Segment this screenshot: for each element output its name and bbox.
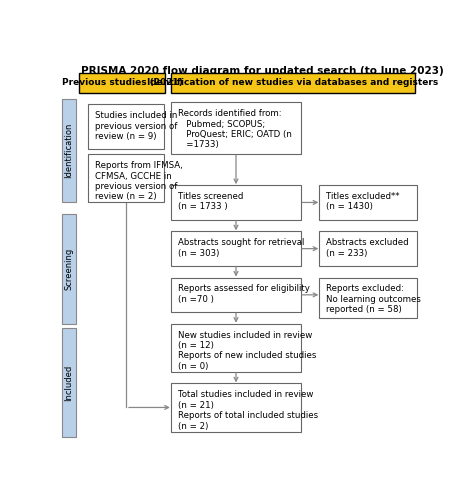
Text: Included: Included: [64, 364, 73, 400]
Text: Identification: Identification: [64, 123, 73, 178]
Text: Reports assessed for eligibility
(n =70 ): Reports assessed for eligibility (n =70 …: [177, 284, 309, 304]
FancyBboxPatch shape: [62, 98, 76, 202]
FancyBboxPatch shape: [319, 278, 417, 318]
Text: Reports excluded:
No learning outcomes
reported (n = 58): Reports excluded: No learning outcomes r…: [326, 284, 421, 314]
FancyBboxPatch shape: [79, 72, 166, 92]
Text: Screening: Screening: [64, 248, 73, 290]
FancyBboxPatch shape: [171, 102, 301, 154]
FancyBboxPatch shape: [62, 214, 76, 324]
FancyBboxPatch shape: [171, 72, 415, 92]
FancyBboxPatch shape: [171, 324, 301, 372]
Text: Total studies included in review
(n = 21)
Reports of total included studies
(n =: Total studies included in review (n = 21…: [177, 390, 318, 430]
Text: Reports from IFMSA,
CFMSA, GCCHE in
previous version of
review (n = 2): Reports from IFMSA, CFMSA, GCCHE in prev…: [95, 162, 183, 202]
FancyBboxPatch shape: [88, 104, 164, 148]
Text: Records identified from:
   Pubmed; SCOPUS;
   ProQuest; ERIC; OATD (n
   =1733): Records identified from: Pubmed; SCOPUS;…: [177, 110, 291, 150]
Text: Abstracts excluded
(n = 233): Abstracts excluded (n = 233): [326, 238, 409, 258]
FancyBboxPatch shape: [62, 328, 76, 438]
FancyBboxPatch shape: [88, 154, 164, 202]
Text: Studies included in
previous version of
review (n = 9): Studies included in previous version of …: [95, 111, 177, 141]
FancyBboxPatch shape: [319, 232, 417, 266]
FancyBboxPatch shape: [171, 185, 301, 220]
Text: Previous studies (2021): Previous studies (2021): [62, 78, 183, 87]
Text: Abstracts sought for retrieval
(n = 303): Abstracts sought for retrieval (n = 303): [177, 238, 304, 258]
Text: PRISMA 2020 flow diagram for updated search (to June 2023): PRISMA 2020 flow diagram for updated sea…: [81, 66, 444, 76]
FancyBboxPatch shape: [171, 232, 301, 266]
Text: Identification of new studies via databases and registers: Identification of new studies via databa…: [148, 78, 438, 87]
FancyBboxPatch shape: [171, 278, 301, 312]
FancyBboxPatch shape: [171, 384, 301, 432]
Text: Titles screened
(n = 1733 ): Titles screened (n = 1733 ): [177, 192, 243, 212]
Text: Titles excluded**
(n = 1430): Titles excluded** (n = 1430): [326, 192, 400, 212]
Text: New studies included in review
(n = 12)
Reports of new included studies
(n = 0): New studies included in review (n = 12) …: [177, 330, 316, 371]
FancyBboxPatch shape: [319, 185, 417, 220]
